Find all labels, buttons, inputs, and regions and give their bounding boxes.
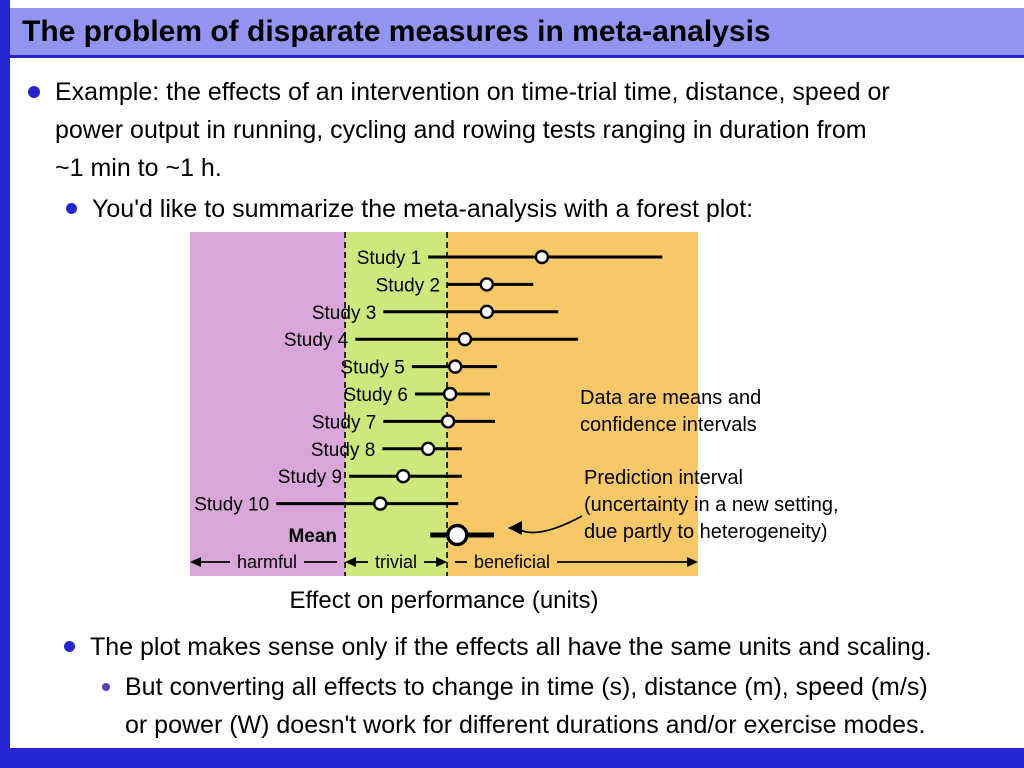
study-label: Study 10 xyxy=(194,495,269,516)
slide-bottom-border xyxy=(0,748,1024,768)
arrow-left-icon xyxy=(190,557,201,567)
study-mean-marker xyxy=(442,386,458,402)
study-mean-marker xyxy=(420,441,436,457)
summary-mean-label: Mean xyxy=(288,526,337,547)
slide-left-border xyxy=(0,0,10,768)
arrow-left-icon xyxy=(345,557,357,567)
study-label: Study 4 xyxy=(284,330,349,351)
bullet-dot-icon xyxy=(66,203,77,214)
x-axis-label: Effect on performance (units) xyxy=(289,587,599,614)
study-label: Study 2 xyxy=(376,275,440,296)
summary-mean-marker xyxy=(446,523,469,547)
arrow-right-icon xyxy=(436,557,448,567)
zone-label-trivial: trivial xyxy=(375,552,417,572)
zone-label-harmful: harmful xyxy=(237,552,297,572)
bullet-dot-icon xyxy=(28,86,40,98)
study-mean-marker xyxy=(440,414,456,429)
bullet-example: Example: the effects of an intervention … xyxy=(28,73,993,187)
study-mean-marker xyxy=(534,249,550,265)
prediction-arrow-head-icon xyxy=(508,521,522,535)
annotation-prediction: due partly to heterogeneity) xyxy=(584,521,828,543)
study-mean-marker xyxy=(448,359,463,374)
annotation-prediction: Prediction interval xyxy=(584,467,743,489)
bullet-text: Example: the effects of an intervention … xyxy=(55,78,890,182)
study-label: Study 9 xyxy=(278,467,342,488)
zone-label-beneficial: beneficial xyxy=(474,552,550,572)
study-mean-marker xyxy=(479,304,495,320)
study-mean-marker xyxy=(395,468,411,484)
bullet-converting: But converting all effects to change in … xyxy=(102,668,1002,744)
study-label: Study 8 xyxy=(311,440,375,461)
study-mean-marker xyxy=(373,496,388,511)
bullet-text: But converting all effects to change in … xyxy=(125,673,928,739)
arrow-right-icon xyxy=(687,557,698,567)
annotation-means-ci: Data are means and xyxy=(580,387,761,409)
study-mean-marker xyxy=(457,331,473,347)
zone-trivial xyxy=(345,232,448,576)
bullet-text: The plot makes sense only if the effects… xyxy=(90,633,932,661)
bullet-text: You'd like to summarize the meta-analysi… xyxy=(92,195,754,223)
bullet-same-units: The plot makes sense only if the effects… xyxy=(64,628,1009,666)
annotation-means-ci: confidence intervals xyxy=(580,414,757,436)
forest-plot: Study 1 Study 2 Study 3 Study 4 Study 5 Study… xyxy=(190,232,890,577)
study-label: Study 5 xyxy=(340,358,404,379)
bullet-dot-icon xyxy=(102,683,110,691)
zone-harmful xyxy=(190,232,346,576)
annotation-prediction: (uncertainty in a new setting, xyxy=(584,494,839,516)
bullet-forest-intro: You'd like to summarize the meta-analysi… xyxy=(66,190,976,228)
title-bar: The problem of disparate measures in met… xyxy=(10,8,1024,58)
study-label: Study 7 xyxy=(312,412,376,433)
slide-title: The problem of disparate measures in met… xyxy=(22,14,771,48)
study-mean-marker xyxy=(479,277,495,292)
bullet-dot-icon xyxy=(64,641,75,652)
study-label: Study 1 xyxy=(357,248,421,269)
study-label: Study 6 xyxy=(343,385,407,406)
study-label: Study 3 xyxy=(312,303,376,324)
